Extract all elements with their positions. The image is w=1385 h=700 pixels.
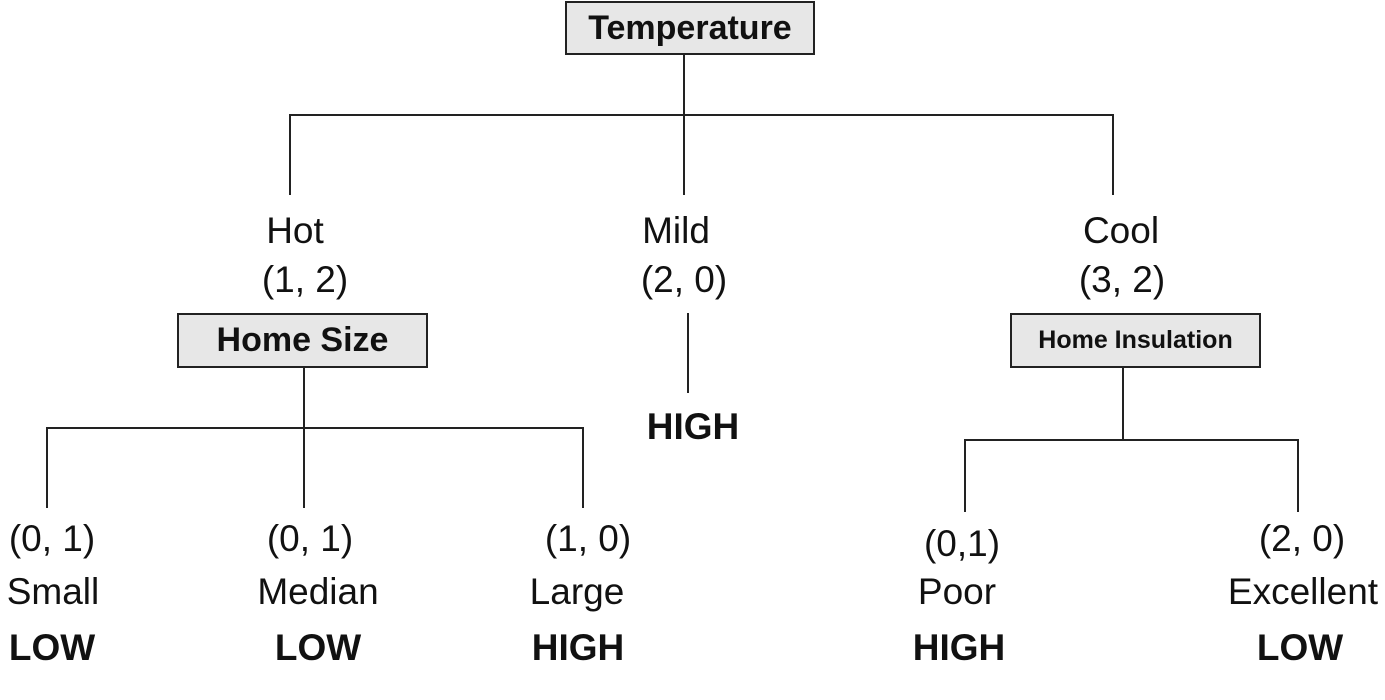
leaf-poor-result: HIGH — [912, 627, 1006, 668]
branch-hot-counts: (1, 2) — [261, 259, 349, 300]
node-temperature: Temperature — [565, 1, 815, 55]
leaf-large-result: HIGH — [531, 627, 625, 668]
branch-hot-label: Hot — [266, 210, 324, 251]
leaf-excellent-result: LOW — [1256, 627, 1344, 668]
leaf-small-result: LOW — [8, 627, 96, 668]
node-temperature-label: Temperature — [588, 8, 792, 47]
leaf-large-counts: (1, 0) — [544, 518, 632, 559]
leaf-excellent-counts: (2, 0) — [1258, 518, 1346, 559]
leaf-median-label: Median — [257, 571, 379, 612]
connector-homesize-bar — [46, 427, 584, 508]
leaf-large-label: Large — [529, 571, 625, 612]
branch-mild-counts: (2, 0) — [640, 259, 728, 300]
leaf-excellent-label: Excellent — [1227, 571, 1379, 612]
node-home-insulation: Home Insulation — [1010, 313, 1261, 368]
branch-cool-counts: (3, 2) — [1078, 259, 1166, 300]
leaf-small-label: Small — [6, 571, 100, 612]
branch-mild-result: HIGH — [646, 406, 740, 447]
leaf-median-counts: (0, 1) — [266, 518, 354, 559]
leaf-median-result: LOW — [274, 627, 362, 668]
branch-mild-label: Mild — [642, 210, 710, 251]
leaf-poor-label: Poor — [917, 571, 997, 612]
branch-cool-label: Cool — [1082, 210, 1160, 251]
leaf-poor-counts: (0,1) — [923, 523, 1001, 564]
node-home-size: Home Size — [177, 313, 428, 368]
connector-root-bar — [289, 114, 1114, 195]
leaf-small-counts: (0, 1) — [8, 518, 96, 559]
connector-insulation-bar — [964, 439, 1299, 512]
node-home-size-label: Home Size — [216, 321, 389, 359]
node-home-insulation-label: Home Insulation — [1038, 326, 1233, 354]
